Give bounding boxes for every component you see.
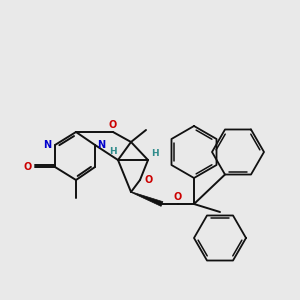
- Text: O: O: [109, 120, 117, 130]
- Text: N: N: [43, 140, 51, 150]
- Polygon shape: [131, 192, 163, 206]
- Text: H: H: [151, 149, 159, 158]
- Text: O: O: [145, 175, 153, 185]
- Text: O: O: [24, 162, 32, 172]
- Text: H: H: [109, 148, 117, 157]
- Text: N: N: [97, 140, 105, 150]
- Text: O: O: [174, 192, 182, 202]
